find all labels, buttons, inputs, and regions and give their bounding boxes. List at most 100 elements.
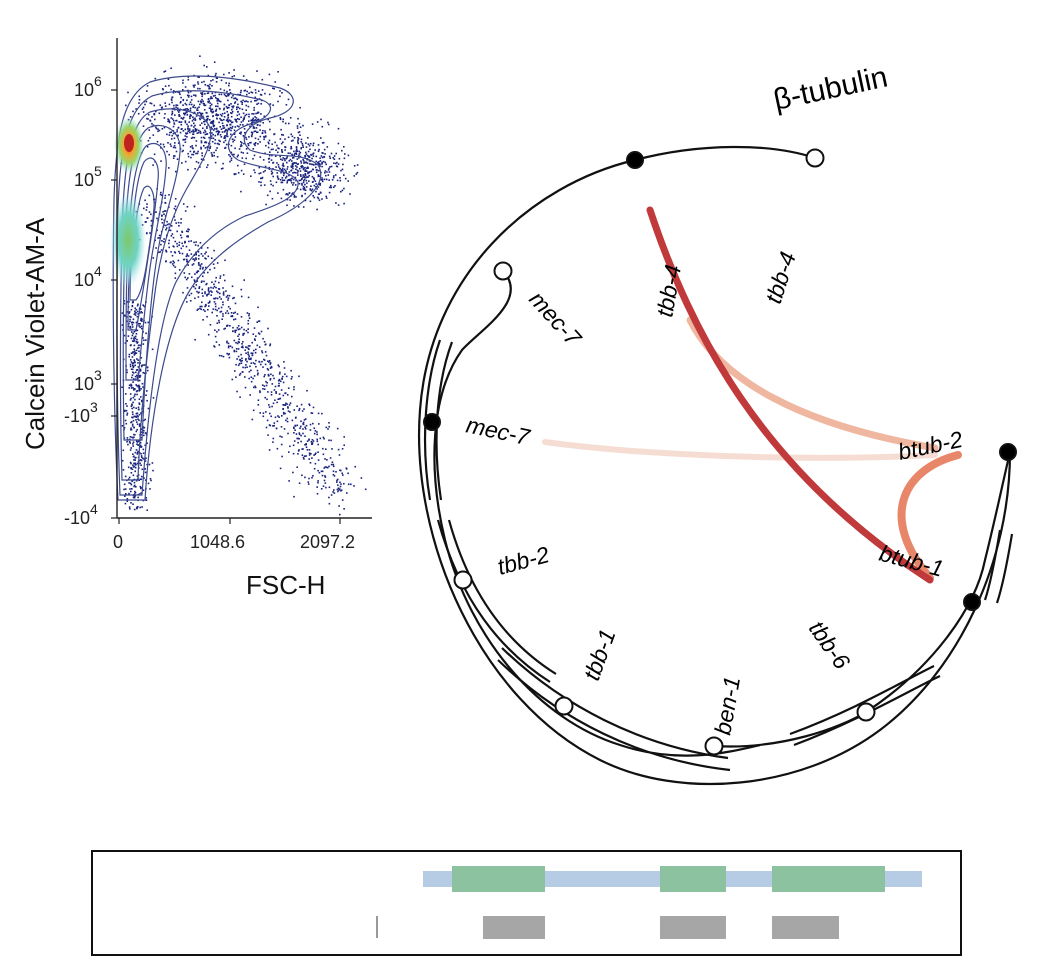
scatter-dot (282, 134, 284, 136)
scatter-dot (297, 142, 299, 145)
scatter-dot (188, 103, 191, 106)
scatter-dot (160, 106, 163, 109)
scatter-dot (124, 495, 126, 497)
scatter-dot (271, 383, 274, 385)
scatter-dot (225, 312, 227, 314)
scatter-dot (205, 111, 208, 114)
scatter-dot (230, 121, 233, 124)
scatter-dot (284, 373, 286, 375)
scatter-dot (238, 374, 241, 376)
scatter-dot (131, 368, 134, 371)
scatter-dot (170, 235, 173, 237)
scatter-dot (339, 469, 341, 472)
scatter-dot (195, 257, 197, 259)
scatter-dot (182, 149, 184, 152)
scatter-dot (214, 335, 217, 338)
scatter-dot (325, 426, 328, 429)
scatter-dot (302, 144, 304, 147)
scatter-dot (244, 349, 246, 351)
scatter-dot (203, 272, 205, 274)
x-axis-label: FSC-H (246, 570, 325, 600)
scatter-dot (198, 254, 200, 257)
scatter-dot (297, 450, 300, 452)
scatter-dot (291, 166, 293, 168)
scatter-dot (145, 432, 148, 434)
scatter-dot (176, 129, 178, 131)
scatter-dot (207, 164, 209, 166)
scatter-dot (243, 279, 245, 281)
scatter-dot (306, 182, 308, 184)
scatter-dot (187, 230, 189, 233)
scatter-dot (180, 247, 183, 250)
scatter-dot (256, 373, 259, 376)
scatter-dot (297, 174, 299, 176)
scatter-dot (324, 482, 327, 484)
scatter-dot (323, 148, 326, 151)
scatter-dot (278, 166, 280, 168)
scatter-dot (197, 131, 200, 134)
scatter-dot (321, 178, 324, 181)
scatter-dot (215, 130, 218, 133)
scatter-dot (289, 158, 292, 161)
scatter-dot (322, 436, 325, 439)
scatter-dot (154, 201, 156, 204)
scatter-dot (211, 257, 213, 259)
scatter-dot (128, 301, 130, 303)
scatter-dot (174, 108, 176, 111)
scatter-dot (243, 142, 245, 145)
scatter-dot (133, 465, 136, 468)
scatter-dot (349, 193, 351, 195)
scatter-dot (139, 376, 141, 378)
scatter-dot (133, 339, 136, 342)
scatter-dot (204, 303, 207, 306)
scatter-dot (337, 204, 340, 206)
scatter-dot (260, 363, 262, 366)
scatter-dot (170, 261, 172, 263)
scatter-dot (160, 147, 162, 149)
scatter-dot (197, 76, 199, 78)
scatter-dot (132, 387, 134, 389)
scatter-dot (298, 182, 301, 185)
scatter-dot (217, 130, 220, 132)
scatter-dot (321, 177, 323, 179)
scatter-dot (339, 488, 341, 490)
scatter-dot (169, 143, 172, 145)
scatter-dot (191, 130, 193, 133)
scatter-dot (142, 452, 145, 454)
scatter-dot (246, 152, 249, 154)
scatter-dot (303, 188, 306, 190)
scatter-dot (334, 185, 336, 187)
scatter-dot (277, 385, 280, 387)
scatter-dot (252, 121, 254, 123)
scatter-dot (338, 489, 340, 491)
scatter-dot (293, 162, 296, 164)
scatter-dot (124, 488, 127, 490)
scatter-dot (312, 144, 314, 147)
scatter-dot (229, 160, 231, 163)
right-arc (713, 451, 1012, 748)
scatter-dot (168, 84, 170, 87)
scatter-dot (240, 295, 243, 298)
scatter-dot (286, 204, 288, 207)
scatter-dot (186, 301, 188, 303)
scatter-dot (302, 174, 304, 176)
scatter-dot (306, 158, 308, 161)
scatter-dot (226, 310, 229, 312)
scatter-dot (210, 294, 212, 296)
scatter-dot (309, 160, 312, 162)
scatter-dot (253, 113, 255, 115)
scatter-dot (209, 87, 211, 90)
scatter-dot (136, 304, 139, 307)
scatter-dot (302, 185, 305, 188)
scatter-dot (353, 175, 356, 177)
scatter-dot (236, 313, 239, 315)
scatter-dot (264, 169, 266, 172)
scatter-dot (205, 283, 207, 286)
scatter-dot (293, 171, 296, 174)
scatter-dot (129, 436, 132, 438)
scatter-dot (216, 297, 219, 300)
scatter-dot (273, 87, 275, 90)
scatter-dot (229, 91, 232, 94)
scatter-dot (263, 358, 265, 361)
scatter-dot (193, 126, 195, 128)
